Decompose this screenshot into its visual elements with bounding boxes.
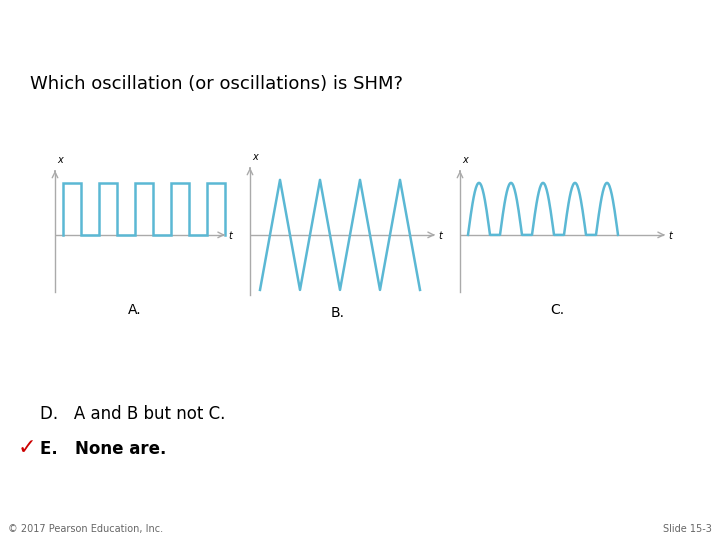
Text: B.: B. [330, 306, 344, 320]
Text: ✓: ✓ [18, 438, 37, 458]
Text: A.: A. [128, 303, 142, 317]
Text: Slide 15-3: Slide 15-3 [663, 524, 712, 534]
Text: E.   None are.: E. None are. [40, 440, 166, 458]
Text: x: x [57, 155, 63, 165]
Text: t: t [228, 231, 232, 241]
Text: C.: C. [550, 303, 564, 317]
Text: x: x [462, 155, 468, 165]
Text: D.   A and B but not C.: D. A and B but not C. [40, 405, 225, 423]
Text: QuickCheck 15.1: QuickCheck 15.1 [13, 10, 248, 35]
Text: t: t [668, 231, 672, 241]
Text: x: x [252, 152, 258, 162]
Text: Which oscillation (or oscillations) is SHM?: Which oscillation (or oscillations) is S… [30, 75, 403, 93]
Text: © 2017 Pearson Education, Inc.: © 2017 Pearson Education, Inc. [8, 524, 163, 534]
Text: t: t [438, 231, 442, 241]
